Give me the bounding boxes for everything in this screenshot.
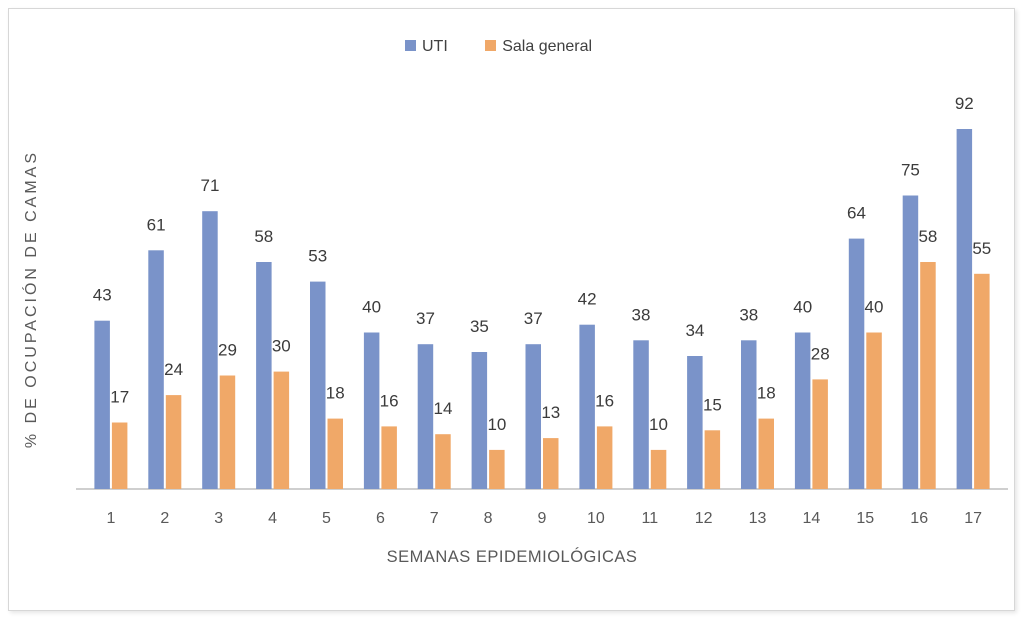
- svg-text:64: 64: [847, 204, 866, 223]
- svg-text:12: 12: [695, 510, 713, 527]
- svg-text:40: 40: [865, 298, 884, 317]
- svg-text:10: 10: [487, 415, 506, 434]
- svg-text:55: 55: [972, 239, 991, 258]
- svg-text:38: 38: [632, 305, 651, 324]
- svg-text:61: 61: [147, 215, 166, 234]
- svg-text:16: 16: [380, 391, 399, 410]
- svg-text:29: 29: [218, 341, 237, 360]
- svg-text:58: 58: [254, 227, 273, 246]
- svg-text:16: 16: [910, 510, 928, 527]
- svg-text:15: 15: [703, 395, 722, 414]
- svg-text:75: 75: [901, 161, 920, 180]
- svg-text:2: 2: [160, 510, 169, 527]
- svg-text:7: 7: [430, 510, 439, 527]
- svg-text:15: 15: [856, 510, 874, 527]
- svg-text:4: 4: [268, 510, 277, 527]
- svg-text:18: 18: [326, 384, 345, 403]
- svg-text:16: 16: [595, 391, 614, 410]
- svg-text:17: 17: [110, 388, 129, 407]
- svg-text:92: 92: [955, 94, 974, 113]
- svg-text:1: 1: [106, 510, 115, 527]
- svg-text:42: 42: [578, 290, 597, 309]
- svg-text:30: 30: [272, 337, 291, 356]
- svg-text:8: 8: [484, 510, 493, 527]
- svg-text:38: 38: [739, 305, 758, 324]
- svg-text:28: 28: [811, 344, 830, 363]
- svg-text:9: 9: [538, 510, 547, 527]
- svg-text:43: 43: [93, 286, 112, 305]
- svg-text:34: 34: [685, 321, 704, 340]
- svg-text:13: 13: [541, 403, 560, 422]
- svg-text:24: 24: [164, 360, 183, 379]
- svg-text:5: 5: [322, 510, 331, 527]
- svg-text:58: 58: [918, 227, 937, 246]
- svg-text:17: 17: [964, 510, 982, 527]
- svg-text:37: 37: [416, 309, 435, 328]
- svg-text:11: 11: [641, 510, 658, 527]
- svg-text:53: 53: [308, 247, 327, 266]
- svg-text:10: 10: [649, 415, 668, 434]
- svg-text:10: 10: [587, 510, 605, 527]
- svg-text:6: 6: [376, 510, 385, 527]
- svg-text:13: 13: [749, 510, 767, 527]
- svg-text:40: 40: [362, 298, 381, 317]
- svg-text:18: 18: [757, 384, 776, 403]
- svg-text:14: 14: [803, 510, 821, 527]
- svg-text:3: 3: [214, 510, 223, 527]
- svg-text:37: 37: [524, 309, 543, 328]
- svg-text:35: 35: [470, 317, 489, 336]
- svg-text:14: 14: [434, 399, 453, 418]
- svg-text:71: 71: [201, 176, 220, 195]
- svg-text:40: 40: [793, 298, 812, 317]
